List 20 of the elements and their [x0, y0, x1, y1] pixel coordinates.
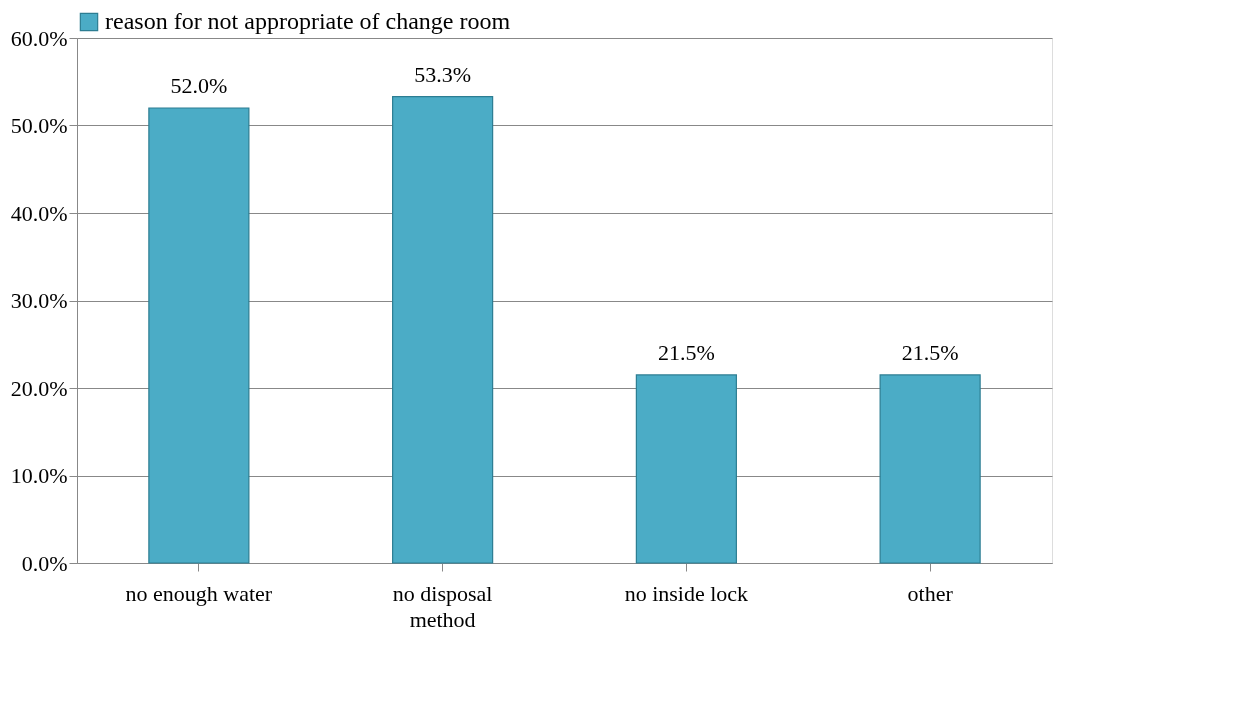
y-tick-label: 60.0% [10, 25, 68, 51]
x-tick-label: other [907, 580, 954, 606]
legend-label: reason for not appropriate of change room [105, 8, 511, 34]
y-tick-label: 40.0% [10, 200, 68, 226]
y-tick-label: 10.0% [10, 463, 68, 488]
y-tick-label: 20.0% [10, 375, 68, 401]
bar [392, 96, 494, 564]
y-tick-label: 0.0% [21, 550, 68, 576]
bar [148, 107, 250, 564]
x-tick-label: no inside lock [624, 580, 749, 606]
bar [879, 374, 981, 564]
data-label: 52.0% [170, 73, 228, 98]
y-tick-label: 30.0% [10, 288, 68, 313]
x-tick-label: no disposal method [392, 580, 493, 632]
data-label: 21.5% [901, 339, 959, 365]
bar [635, 374, 737, 564]
x-tick-label: no enough water [125, 580, 273, 606]
data-label: 21.5% [657, 339, 715, 365]
y-tick-label: 50.0% [10, 113, 68, 138]
data-label: 53.3% [414, 61, 472, 87]
